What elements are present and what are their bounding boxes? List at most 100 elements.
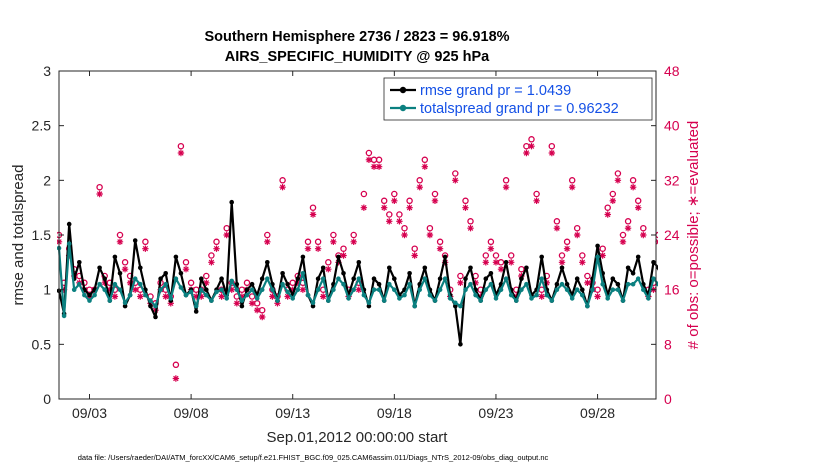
spread-point <box>315 287 321 293</box>
spread-point <box>336 276 341 282</box>
rmse-point <box>453 303 458 309</box>
obs-possible-point <box>712 246 717 251</box>
spread-point <box>529 296 534 301</box>
rmse-point <box>199 276 204 282</box>
spread-point <box>635 276 641 282</box>
rmse-point <box>173 254 179 260</box>
obs-evaluated-point <box>538 293 545 300</box>
obs-possible-point <box>634 197 642 205</box>
obs-possible-point <box>604 204 611 211</box>
chart-title-line2: AIRS_SPECIFIC_HUMIDITY @ 925 hPa <box>225 49 490 65</box>
obs-possible-point <box>462 197 469 205</box>
spread-point <box>346 296 351 301</box>
obs-possible-point <box>279 177 286 184</box>
rmse-point <box>717 266 722 271</box>
obs-possible-point <box>325 259 332 266</box>
rmse-point <box>163 271 168 276</box>
rmse-point <box>707 276 712 281</box>
obs-possible-point <box>411 245 418 252</box>
obs-possible-point <box>350 231 357 239</box>
rmse-point <box>77 260 82 265</box>
spread-point <box>417 287 423 293</box>
obs-possible-point <box>553 218 561 225</box>
rmse-point <box>244 287 250 293</box>
rmse-point <box>743 298 748 303</box>
obs-evaluated-point <box>401 231 408 239</box>
obs-evaluated-point <box>737 184 743 190</box>
rmse-point <box>799 293 804 298</box>
obs-possible-point <box>370 156 378 164</box>
obs-evaluated-point <box>762 293 768 299</box>
obs-evaluated-point <box>813 191 819 197</box>
obs-possible-point <box>416 177 423 184</box>
obs-evaluated-point <box>457 279 464 287</box>
obs-evaluated-point <box>304 245 312 252</box>
obs-evaluated-point <box>629 183 637 191</box>
spread-point <box>188 289 194 295</box>
obs-possible-point <box>203 272 210 280</box>
obs-evaluated-point <box>162 293 169 300</box>
spread-point <box>447 296 453 301</box>
obs-possible-point <box>172 361 180 369</box>
spread-point <box>331 287 336 293</box>
obs-evaluated-point <box>360 204 368 211</box>
rmse-point <box>748 287 753 292</box>
obs-evaluated-point <box>487 245 495 252</box>
obs-possible-point <box>548 142 556 150</box>
rmse-point <box>437 276 443 282</box>
rmse-point <box>259 276 265 282</box>
obs-evaluated-point <box>259 313 266 321</box>
spread-point <box>778 282 783 287</box>
rmse-point <box>483 276 489 282</box>
obs-evaluated-point <box>716 252 722 258</box>
obs-evaluated-point <box>279 183 286 191</box>
spread-point <box>219 287 224 293</box>
obs-evaluated-point <box>711 252 717 258</box>
obs-evaluated-point <box>472 279 479 287</box>
rmse-point <box>315 276 321 282</box>
spread-point <box>677 301 682 306</box>
obs-evaluated-point <box>752 280 758 286</box>
obs-possible-point <box>213 238 220 246</box>
spread-point <box>804 249 809 254</box>
obs-possible-point <box>208 252 215 259</box>
obs-possible-point <box>702 226 707 231</box>
obs-possible-point <box>803 273 808 278</box>
obs-possible-point <box>253 300 261 307</box>
rmse-point <box>819 298 824 303</box>
obs-possible-point <box>502 177 510 184</box>
obs-possible-point <box>497 259 505 266</box>
rmse-point <box>778 271 783 276</box>
spread-point <box>595 254 600 260</box>
spread-point <box>763 296 768 301</box>
spread-point <box>559 281 565 287</box>
obs-evaluated-point <box>233 300 241 307</box>
spread-point <box>615 287 621 293</box>
rmse-point <box>442 254 448 260</box>
spread-point <box>97 281 102 287</box>
obs-possible-point <box>640 224 647 232</box>
rmse-point <box>758 266 763 271</box>
rmse-point <box>702 255 707 260</box>
spread-point <box>503 276 509 282</box>
obs-evaluated-point <box>798 211 804 217</box>
obs-evaluated-point <box>264 238 271 246</box>
rmse-point <box>320 265 326 271</box>
left-tick-label: 0 <box>43 391 51 407</box>
spread-point <box>824 287 829 292</box>
obs-possible-point <box>330 231 337 239</box>
spread-point <box>564 287 570 293</box>
obs-possible-point <box>773 198 778 203</box>
rmse-point <box>265 260 270 265</box>
chart-title-line1: Southern Hemisphere 2736 / 2823 = 96.918… <box>204 29 509 45</box>
spread-point <box>722 238 727 243</box>
obs-possible-point <box>258 306 266 314</box>
spread-point <box>361 292 367 298</box>
obs-possible-point <box>798 205 803 210</box>
rmse-point <box>733 282 738 287</box>
rmse-point <box>234 281 240 287</box>
plot-area <box>57 136 829 382</box>
rmse-point <box>727 293 732 298</box>
obs-possible-point <box>391 190 398 198</box>
spread-point <box>498 287 504 293</box>
